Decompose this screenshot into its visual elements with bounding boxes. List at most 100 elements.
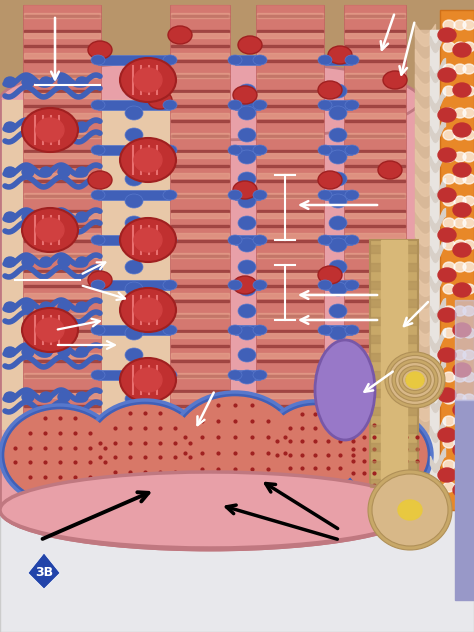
Bar bbox=[257, 213, 323, 218]
Bar bbox=[257, 20, 323, 22]
Bar bbox=[235, 280, 260, 290]
Bar bbox=[24, 240, 100, 242]
Ellipse shape bbox=[90, 405, 200, 495]
Ellipse shape bbox=[443, 152, 455, 162]
Bar bbox=[24, 65, 100, 67]
Bar bbox=[345, 165, 405, 167]
Ellipse shape bbox=[345, 280, 359, 290]
Bar bbox=[171, 365, 229, 367]
Bar bbox=[24, 275, 100, 277]
Bar bbox=[235, 145, 260, 155]
Bar bbox=[345, 380, 405, 382]
Ellipse shape bbox=[253, 190, 267, 200]
Ellipse shape bbox=[463, 350, 474, 360]
Bar bbox=[171, 270, 229, 272]
Bar bbox=[24, 53, 100, 58]
Ellipse shape bbox=[454, 86, 466, 96]
Bar bbox=[24, 360, 100, 362]
Bar bbox=[24, 93, 100, 98]
Bar bbox=[257, 165, 323, 167]
Bar bbox=[345, 375, 405, 377]
Bar bbox=[345, 290, 405, 292]
Bar bbox=[171, 155, 229, 157]
Ellipse shape bbox=[329, 392, 347, 406]
Bar bbox=[171, 373, 229, 378]
Ellipse shape bbox=[36, 318, 64, 342]
Bar bbox=[24, 230, 100, 232]
Bar bbox=[24, 233, 100, 238]
Bar bbox=[370, 371, 418, 379]
Bar bbox=[24, 155, 100, 157]
Ellipse shape bbox=[453, 403, 471, 417]
Bar bbox=[171, 310, 229, 312]
Bar bbox=[257, 100, 323, 102]
Ellipse shape bbox=[88, 171, 112, 189]
Bar bbox=[257, 125, 323, 127]
Bar bbox=[257, 350, 323, 352]
Bar bbox=[345, 393, 405, 398]
Bar bbox=[257, 240, 323, 242]
Bar bbox=[257, 75, 323, 77]
Bar bbox=[257, 285, 323, 287]
Ellipse shape bbox=[410, 377, 420, 384]
Ellipse shape bbox=[453, 283, 471, 297]
Bar bbox=[171, 185, 229, 187]
Ellipse shape bbox=[125, 194, 143, 208]
Bar bbox=[171, 60, 229, 62]
Ellipse shape bbox=[22, 347, 34, 357]
Bar bbox=[171, 55, 229, 57]
Ellipse shape bbox=[443, 416, 455, 426]
Bar bbox=[98, 145, 170, 155]
Ellipse shape bbox=[399, 366, 431, 394]
Bar bbox=[257, 150, 323, 152]
Ellipse shape bbox=[91, 145, 105, 155]
Ellipse shape bbox=[454, 262, 466, 272]
Ellipse shape bbox=[4, 122, 16, 132]
Bar bbox=[345, 160, 405, 162]
Bar bbox=[257, 415, 323, 417]
Bar bbox=[257, 190, 323, 192]
Ellipse shape bbox=[454, 174, 466, 184]
Bar bbox=[257, 200, 323, 202]
Bar bbox=[257, 393, 323, 398]
Ellipse shape bbox=[453, 443, 471, 457]
Ellipse shape bbox=[463, 460, 474, 470]
Ellipse shape bbox=[238, 216, 256, 230]
Bar bbox=[98, 280, 170, 290]
Ellipse shape bbox=[58, 347, 70, 357]
Bar bbox=[24, 225, 100, 227]
Bar bbox=[257, 345, 323, 347]
Bar bbox=[345, 155, 405, 157]
Bar bbox=[24, 105, 100, 107]
Ellipse shape bbox=[76, 302, 88, 312]
Ellipse shape bbox=[40, 77, 52, 87]
Bar bbox=[171, 385, 229, 387]
Bar bbox=[257, 305, 323, 307]
Bar bbox=[24, 405, 100, 407]
Bar bbox=[24, 160, 100, 162]
Ellipse shape bbox=[0, 472, 420, 548]
Bar bbox=[257, 193, 323, 198]
Bar bbox=[24, 305, 100, 307]
Bar bbox=[345, 325, 405, 327]
Ellipse shape bbox=[443, 394, 455, 404]
Bar bbox=[24, 185, 100, 187]
Bar bbox=[345, 105, 405, 107]
Bar bbox=[0, 100, 420, 510]
Ellipse shape bbox=[454, 328, 466, 338]
Bar bbox=[345, 13, 405, 18]
Ellipse shape bbox=[329, 128, 347, 142]
Ellipse shape bbox=[463, 438, 474, 448]
Ellipse shape bbox=[22, 392, 34, 402]
Ellipse shape bbox=[134, 228, 162, 252]
Bar bbox=[257, 90, 323, 92]
Ellipse shape bbox=[463, 152, 474, 162]
Bar bbox=[171, 73, 229, 78]
Ellipse shape bbox=[463, 64, 474, 74]
Bar bbox=[345, 80, 405, 82]
Ellipse shape bbox=[58, 167, 70, 177]
Ellipse shape bbox=[125, 304, 143, 318]
Ellipse shape bbox=[120, 138, 176, 182]
Ellipse shape bbox=[443, 482, 455, 492]
Ellipse shape bbox=[253, 145, 267, 155]
